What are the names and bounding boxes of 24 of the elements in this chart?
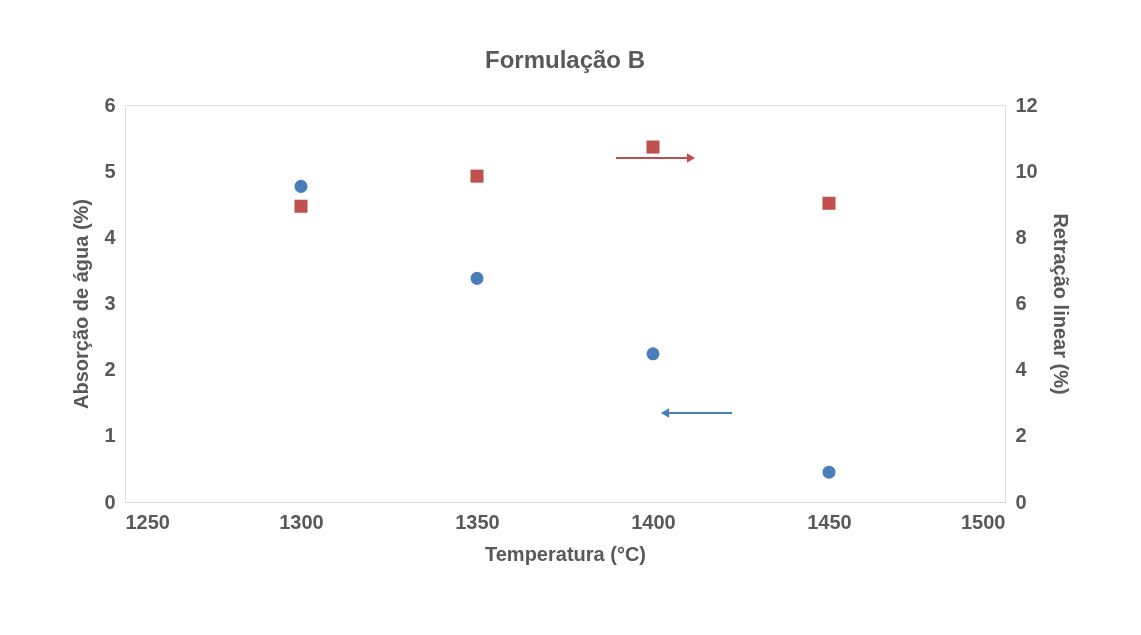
y2-tick-label: 4	[1015, 358, 1028, 381]
y2-axis-title: Retração linear (%)	[1049, 213, 1072, 395]
x-tick-label: 1250	[125, 510, 170, 533]
y-axis-title: Absorção de água (%)	[70, 198, 93, 410]
x-tick-label: 1500	[961, 510, 1006, 533]
y-tick-label: 5	[104, 159, 116, 182]
y-tick-label: 6	[104, 93, 116, 116]
y2-tick-label: 6	[1015, 292, 1027, 314]
x-tick-label: 1400	[631, 510, 676, 533]
y-tick-label: 3	[104, 292, 116, 314]
y2-tick-label: 8	[1015, 225, 1027, 248]
y-tick-label: 1	[104, 424, 116, 447]
x-axis-title: Temperatura (°C)	[485, 542, 646, 565]
chart-title: Formulação B	[484, 46, 646, 73]
x-tick-label: 1300	[279, 510, 324, 533]
y2-tick-label: 10	[1015, 159, 1038, 182]
y2-tick-label: 0	[1015, 490, 1027, 513]
y2-tick-label: 12	[1015, 93, 1038, 116]
y2-tick-label: 2	[1015, 424, 1027, 447]
y-tick-label: 2	[104, 358, 116, 381]
x-tick-label: 1350	[455, 510, 500, 533]
y-tick-label: 4	[104, 225, 117, 248]
y-tick-label: 0	[104, 490, 116, 513]
x-tick-label: 1450	[807, 510, 852, 533]
